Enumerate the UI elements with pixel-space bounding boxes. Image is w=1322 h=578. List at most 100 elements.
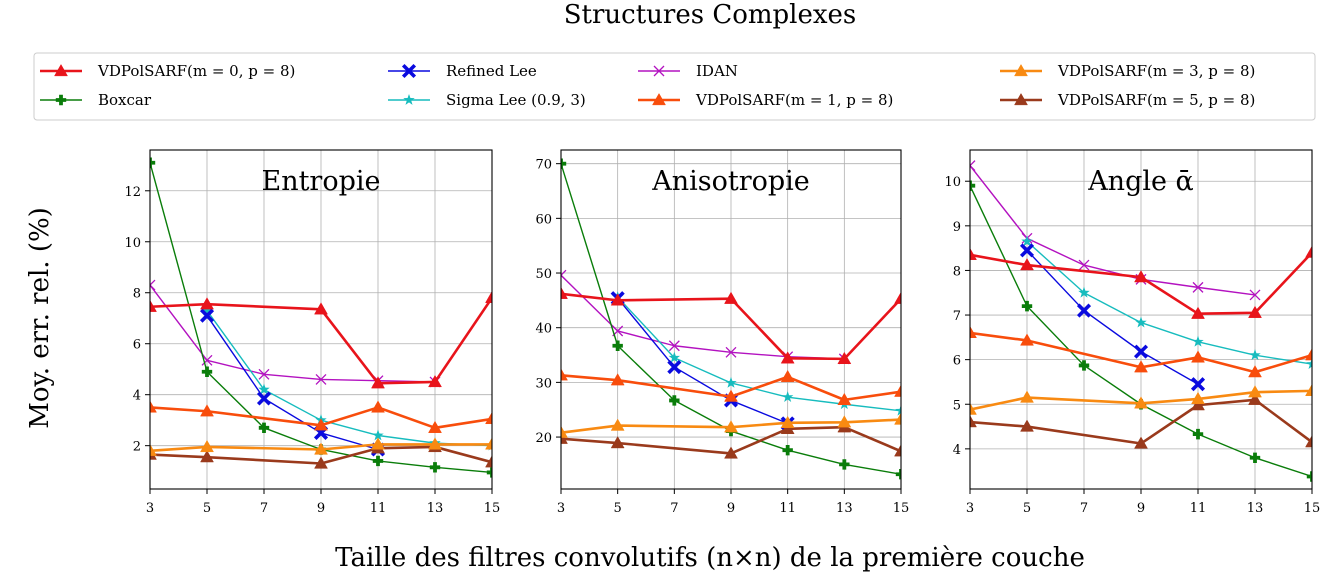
data-point bbox=[1306, 358, 1312, 369]
series-line bbox=[206, 315, 379, 451]
data-point bbox=[561, 368, 568, 381]
y-tick-label: 4 bbox=[133, 389, 141, 404]
legend-item-idan: IDAN bbox=[638, 62, 738, 80]
data-point bbox=[428, 420, 442, 433]
data-point bbox=[1249, 452, 1261, 463]
data-point bbox=[610, 373, 625, 386]
data-point bbox=[1020, 333, 1034, 346]
data-point bbox=[837, 351, 852, 364]
y-tick-label: 4 bbox=[953, 443, 961, 458]
y-tick-label: 40 bbox=[535, 322, 552, 337]
data-point bbox=[1248, 385, 1262, 398]
data-point bbox=[667, 360, 682, 375]
panel-title: Anisotropie bbox=[651, 166, 810, 197]
series-refined-lee bbox=[199, 308, 386, 457]
y-tick-label: 10 bbox=[124, 236, 141, 251]
data-point bbox=[1020, 258, 1034, 271]
series-line bbox=[1026, 249, 1199, 385]
data-point bbox=[150, 157, 156, 168]
data-point bbox=[1305, 348, 1312, 361]
data-point bbox=[201, 304, 213, 316]
data-point bbox=[610, 418, 625, 431]
x-tick-label: 5 bbox=[203, 501, 211, 516]
series-line bbox=[150, 297, 492, 385]
data-point bbox=[1134, 360, 1148, 373]
series-vdpolsarf-m-5-p-8 bbox=[970, 392, 1312, 449]
x-tick-label: 11 bbox=[1190, 501, 1207, 516]
series-vdpolsarf-m-5-p-8 bbox=[561, 420, 901, 459]
series-line bbox=[150, 284, 436, 383]
y-tick-label: 6 bbox=[953, 354, 961, 369]
series-line bbox=[970, 251, 1312, 316]
data-point bbox=[258, 422, 270, 434]
data-point bbox=[200, 450, 214, 463]
legend-item-boxcar: Boxcar bbox=[40, 91, 152, 109]
data-point bbox=[1020, 419, 1034, 432]
series-line bbox=[561, 425, 901, 455]
data-point bbox=[485, 411, 492, 425]
plot-frame bbox=[560, 149, 902, 490]
legend-marker-icon bbox=[55, 94, 67, 106]
data-point bbox=[485, 290, 492, 303]
x-tick-label: 15 bbox=[484, 501, 501, 516]
series-line bbox=[617, 296, 901, 412]
x-tick-label: 13 bbox=[836, 501, 853, 516]
data-point bbox=[970, 247, 977, 260]
data-point bbox=[668, 351, 681, 363]
y-tick-label: 60 bbox=[535, 212, 552, 227]
legend-marker-icon bbox=[1014, 92, 1028, 106]
x-tick-label: 13 bbox=[427, 501, 444, 516]
data-point bbox=[258, 383, 270, 395]
data-point bbox=[429, 462, 441, 473]
x-tick-label: 11 bbox=[370, 501, 387, 516]
series-vdpolsarf-m-3-p-8 bbox=[150, 437, 492, 456]
x-tick-label: 11 bbox=[779, 501, 796, 516]
data-point bbox=[485, 455, 492, 468]
data-point bbox=[150, 400, 157, 413]
series-vdpolsarf-m-0-p-8 bbox=[561, 286, 901, 364]
data-point bbox=[561, 269, 567, 281]
series-line bbox=[1026, 240, 1312, 365]
series-idan bbox=[561, 269, 850, 365]
data-point bbox=[428, 374, 442, 388]
data-point bbox=[1133, 344, 1149, 359]
data-point bbox=[1248, 392, 1262, 405]
x-tick-label: 3 bbox=[966, 501, 974, 516]
y-tick-label: 8 bbox=[133, 287, 141, 302]
data-point bbox=[1305, 383, 1312, 396]
legend-item-vdpolsarf-m-1-p-8: VDPolSARF(m = 1, p = 8) bbox=[638, 91, 893, 109]
data-point bbox=[1305, 435, 1312, 448]
y-tick-label: 6 bbox=[133, 338, 141, 353]
data-point bbox=[839, 459, 850, 470]
data-point bbox=[724, 420, 738, 433]
data-point bbox=[725, 376, 737, 388]
data-point bbox=[314, 456, 328, 469]
y-tick-label: 2 bbox=[133, 440, 141, 455]
data-point bbox=[1021, 235, 1033, 247]
data-point bbox=[314, 302, 328, 315]
series-line bbox=[150, 406, 492, 430]
figure-title: Structures Complexes bbox=[564, 0, 857, 30]
legend-item-sigma-lee-0-9-3: Sigma Lee (0.9, 3) bbox=[388, 91, 586, 109]
data-point bbox=[1019, 243, 1035, 258]
data-point bbox=[724, 446, 738, 459]
legend-marker-icon bbox=[652, 92, 666, 106]
data-point bbox=[1249, 289, 1261, 301]
y-tick-label: 50 bbox=[535, 267, 552, 282]
data-point bbox=[970, 160, 976, 172]
plot-frame bbox=[969, 149, 1313, 490]
data-point bbox=[1078, 286, 1090, 298]
data-point bbox=[894, 444, 901, 457]
data-point bbox=[314, 442, 328, 455]
data-point bbox=[1192, 281, 1204, 293]
x-tick-label: 7 bbox=[670, 501, 678, 516]
legend-item-vdpolsarf-m-5-p-8: VDPolSARF(m = 5, p = 8) bbox=[1000, 91, 1255, 109]
data-point bbox=[970, 415, 977, 428]
series-idan bbox=[150, 279, 441, 388]
series-vdpolsarf-m-1-p-8 bbox=[561, 368, 901, 406]
x-tick-label: 5 bbox=[1023, 501, 1031, 516]
data-point bbox=[1021, 300, 1033, 312]
data-point bbox=[1076, 303, 1092, 318]
data-point bbox=[894, 412, 901, 425]
data-point bbox=[1248, 305, 1262, 318]
